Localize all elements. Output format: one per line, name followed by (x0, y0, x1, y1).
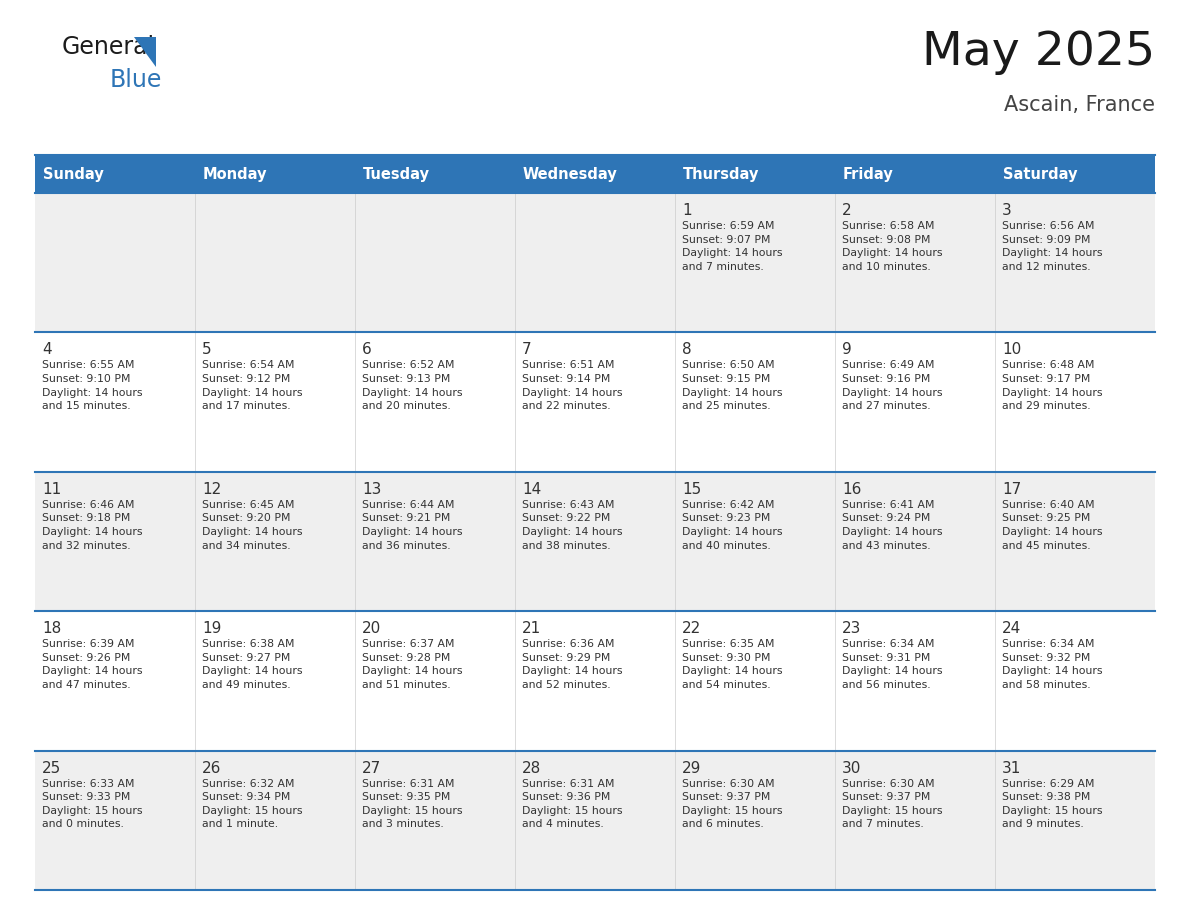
Text: Sunrise: 6:44 AM
Sunset: 9:21 PM
Daylight: 14 hours
and 36 minutes.: Sunrise: 6:44 AM Sunset: 9:21 PM Dayligh… (362, 499, 462, 551)
Text: Sunrise: 6:52 AM
Sunset: 9:13 PM
Daylight: 14 hours
and 20 minutes.: Sunrise: 6:52 AM Sunset: 9:13 PM Dayligh… (362, 361, 462, 411)
Text: Sunrise: 6:37 AM
Sunset: 9:28 PM
Daylight: 14 hours
and 51 minutes.: Sunrise: 6:37 AM Sunset: 9:28 PM Dayligh… (362, 639, 462, 690)
Text: 25: 25 (42, 761, 62, 776)
Text: Sunrise: 6:36 AM
Sunset: 9:29 PM
Daylight: 14 hours
and 52 minutes.: Sunrise: 6:36 AM Sunset: 9:29 PM Dayligh… (522, 639, 623, 690)
Text: Sunrise: 6:51 AM
Sunset: 9:14 PM
Daylight: 14 hours
and 22 minutes.: Sunrise: 6:51 AM Sunset: 9:14 PM Dayligh… (522, 361, 623, 411)
Text: 14: 14 (522, 482, 542, 497)
Text: May 2025: May 2025 (922, 30, 1155, 75)
Text: Sunrise: 6:58 AM
Sunset: 9:08 PM
Daylight: 14 hours
and 10 minutes.: Sunrise: 6:58 AM Sunset: 9:08 PM Dayligh… (842, 221, 942, 272)
Text: 5: 5 (202, 342, 211, 357)
Text: 2: 2 (842, 203, 852, 218)
Text: 3: 3 (1001, 203, 1012, 218)
Text: Sunrise: 6:29 AM
Sunset: 9:38 PM
Daylight: 15 hours
and 9 minutes.: Sunrise: 6:29 AM Sunset: 9:38 PM Dayligh… (1001, 778, 1102, 829)
Text: 30: 30 (842, 761, 861, 776)
Text: Sunrise: 6:34 AM
Sunset: 9:32 PM
Daylight: 14 hours
and 58 minutes.: Sunrise: 6:34 AM Sunset: 9:32 PM Dayligh… (1001, 639, 1102, 690)
Text: Blue: Blue (110, 68, 163, 92)
Text: Sunrise: 6:30 AM
Sunset: 9:37 PM
Daylight: 15 hours
and 6 minutes.: Sunrise: 6:30 AM Sunset: 9:37 PM Dayligh… (682, 778, 783, 829)
Text: Sunrise: 6:41 AM
Sunset: 9:24 PM
Daylight: 14 hours
and 43 minutes.: Sunrise: 6:41 AM Sunset: 9:24 PM Dayligh… (842, 499, 942, 551)
Text: 20: 20 (362, 621, 381, 636)
Text: 17: 17 (1001, 482, 1022, 497)
Text: 10: 10 (1001, 342, 1022, 357)
Bar (34, 193, 1155, 332)
Text: Sunrise: 6:48 AM
Sunset: 9:17 PM
Daylight: 14 hours
and 29 minutes.: Sunrise: 6:48 AM Sunset: 9:17 PM Dayligh… (1001, 361, 1102, 411)
Text: 11: 11 (42, 482, 62, 497)
Polygon shape (134, 37, 156, 67)
Text: 31: 31 (1001, 761, 1022, 776)
Text: Sunrise: 6:40 AM
Sunset: 9:25 PM
Daylight: 14 hours
and 45 minutes.: Sunrise: 6:40 AM Sunset: 9:25 PM Dayligh… (1001, 499, 1102, 551)
Text: Sunrise: 6:49 AM
Sunset: 9:16 PM
Daylight: 14 hours
and 27 minutes.: Sunrise: 6:49 AM Sunset: 9:16 PM Dayligh… (842, 361, 942, 411)
Bar (34, 611, 1155, 751)
Text: 18: 18 (42, 621, 62, 636)
Text: Wednesday: Wednesday (523, 166, 618, 182)
Bar (34, 751, 1155, 890)
Text: 28: 28 (522, 761, 542, 776)
Text: Friday: Friday (843, 166, 893, 182)
Text: 24: 24 (1001, 621, 1022, 636)
Text: Sunrise: 6:55 AM
Sunset: 9:10 PM
Daylight: 14 hours
and 15 minutes.: Sunrise: 6:55 AM Sunset: 9:10 PM Dayligh… (42, 361, 143, 411)
Text: 9: 9 (842, 342, 852, 357)
Text: Thursday: Thursday (683, 166, 759, 182)
Text: Sunrise: 6:35 AM
Sunset: 9:30 PM
Daylight: 14 hours
and 54 minutes.: Sunrise: 6:35 AM Sunset: 9:30 PM Dayligh… (682, 639, 783, 690)
Text: Monday: Monday (203, 166, 267, 182)
Text: 13: 13 (362, 482, 381, 497)
Text: Sunrise: 6:42 AM
Sunset: 9:23 PM
Daylight: 14 hours
and 40 minutes.: Sunrise: 6:42 AM Sunset: 9:23 PM Dayligh… (682, 499, 783, 551)
Text: Sunrise: 6:46 AM
Sunset: 9:18 PM
Daylight: 14 hours
and 32 minutes.: Sunrise: 6:46 AM Sunset: 9:18 PM Dayligh… (42, 499, 143, 551)
Text: 21: 21 (522, 621, 542, 636)
Text: 22: 22 (682, 621, 701, 636)
Text: Sunrise: 6:56 AM
Sunset: 9:09 PM
Daylight: 14 hours
and 12 minutes.: Sunrise: 6:56 AM Sunset: 9:09 PM Dayligh… (1001, 221, 1102, 272)
Text: Sunrise: 6:50 AM
Sunset: 9:15 PM
Daylight: 14 hours
and 25 minutes.: Sunrise: 6:50 AM Sunset: 9:15 PM Dayligh… (682, 361, 783, 411)
Text: 19: 19 (202, 621, 221, 636)
Bar (34, 155, 1155, 193)
Text: 23: 23 (842, 621, 861, 636)
Text: 29: 29 (682, 761, 701, 776)
Text: Sunday: Sunday (43, 166, 103, 182)
Text: Sunrise: 6:30 AM
Sunset: 9:37 PM
Daylight: 15 hours
and 7 minutes.: Sunrise: 6:30 AM Sunset: 9:37 PM Dayligh… (842, 778, 942, 829)
Bar (34, 472, 1155, 611)
Text: Sunrise: 6:54 AM
Sunset: 9:12 PM
Daylight: 14 hours
and 17 minutes.: Sunrise: 6:54 AM Sunset: 9:12 PM Dayligh… (202, 361, 303, 411)
Text: Sunrise: 6:34 AM
Sunset: 9:31 PM
Daylight: 14 hours
and 56 minutes.: Sunrise: 6:34 AM Sunset: 9:31 PM Dayligh… (842, 639, 942, 690)
Text: 4: 4 (42, 342, 51, 357)
Text: Sunrise: 6:31 AM
Sunset: 9:36 PM
Daylight: 15 hours
and 4 minutes.: Sunrise: 6:31 AM Sunset: 9:36 PM Dayligh… (522, 778, 623, 829)
Bar (34, 332, 1155, 472)
Text: 27: 27 (362, 761, 381, 776)
Text: General: General (62, 35, 156, 59)
Text: 15: 15 (682, 482, 701, 497)
Text: Ascain, France: Ascain, France (1004, 95, 1155, 115)
Text: Sunrise: 6:32 AM
Sunset: 9:34 PM
Daylight: 15 hours
and 1 minute.: Sunrise: 6:32 AM Sunset: 9:34 PM Dayligh… (202, 778, 303, 829)
Text: Sunrise: 6:33 AM
Sunset: 9:33 PM
Daylight: 15 hours
and 0 minutes.: Sunrise: 6:33 AM Sunset: 9:33 PM Dayligh… (42, 778, 143, 829)
Text: Saturday: Saturday (1003, 166, 1078, 182)
Text: 12: 12 (202, 482, 221, 497)
Text: Sunrise: 6:59 AM
Sunset: 9:07 PM
Daylight: 14 hours
and 7 minutes.: Sunrise: 6:59 AM Sunset: 9:07 PM Dayligh… (682, 221, 783, 272)
Text: 7: 7 (522, 342, 531, 357)
Text: 8: 8 (682, 342, 691, 357)
Text: 16: 16 (842, 482, 861, 497)
Text: Sunrise: 6:38 AM
Sunset: 9:27 PM
Daylight: 14 hours
and 49 minutes.: Sunrise: 6:38 AM Sunset: 9:27 PM Dayligh… (202, 639, 303, 690)
Text: Tuesday: Tuesday (364, 166, 430, 182)
Text: Sunrise: 6:45 AM
Sunset: 9:20 PM
Daylight: 14 hours
and 34 minutes.: Sunrise: 6:45 AM Sunset: 9:20 PM Dayligh… (202, 499, 303, 551)
Text: 1: 1 (682, 203, 691, 218)
Text: Sunrise: 6:31 AM
Sunset: 9:35 PM
Daylight: 15 hours
and 3 minutes.: Sunrise: 6:31 AM Sunset: 9:35 PM Dayligh… (362, 778, 462, 829)
Text: Sunrise: 6:39 AM
Sunset: 9:26 PM
Daylight: 14 hours
and 47 minutes.: Sunrise: 6:39 AM Sunset: 9:26 PM Dayligh… (42, 639, 143, 690)
Text: 26: 26 (202, 761, 221, 776)
Text: Sunrise: 6:43 AM
Sunset: 9:22 PM
Daylight: 14 hours
and 38 minutes.: Sunrise: 6:43 AM Sunset: 9:22 PM Dayligh… (522, 499, 623, 551)
Text: 6: 6 (362, 342, 372, 357)
